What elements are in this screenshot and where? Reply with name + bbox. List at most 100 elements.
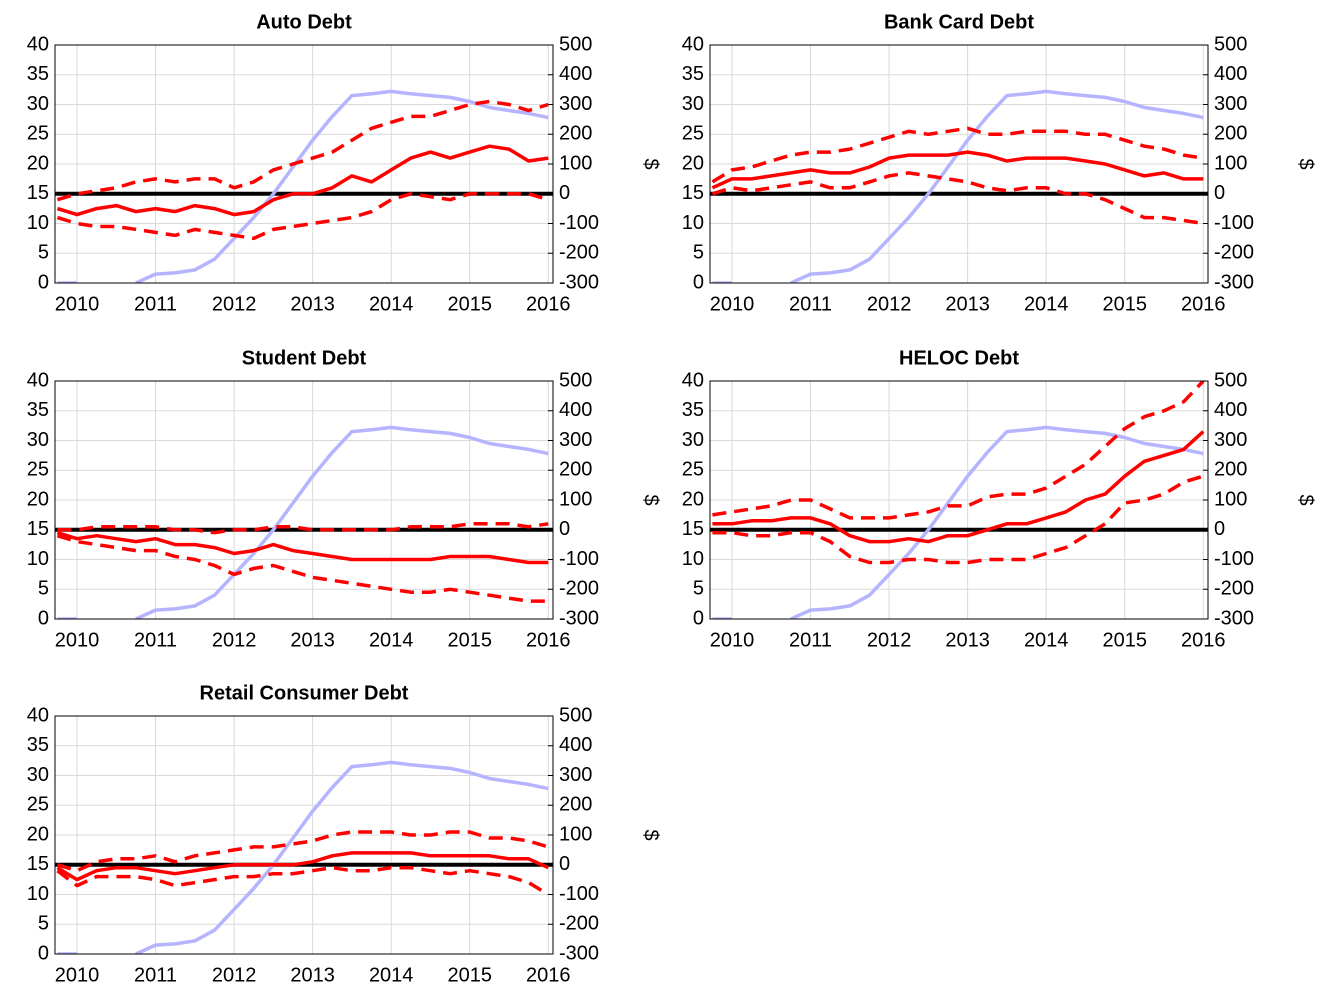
- y2-tick-label: 0: [1214, 518, 1225, 540]
- x-tick-label: 2014: [369, 293, 414, 315]
- x-tick-label: 2014: [1024, 293, 1069, 315]
- band-line: [712, 474, 1204, 565]
- y-tick-label: 30: [682, 429, 704, 451]
- x-tick-label: 2014: [1024, 629, 1069, 651]
- y-tick-label: 20: [27, 152, 49, 174]
- x-tick-label: 2011: [134, 293, 177, 315]
- y2-tick-label: 500: [559, 369, 592, 391]
- y2-tick-label: 300: [559, 93, 592, 115]
- y-tick-label: 35: [27, 63, 49, 85]
- y2-tick-label: -300: [1214, 607, 1254, 629]
- y-tick-label: 25: [27, 459, 49, 481]
- x-tick-label: 2015: [1102, 293, 1147, 315]
- y2-tick-label: -200: [1214, 578, 1254, 600]
- y2-tick-label: -200: [1214, 242, 1254, 264]
- series-line: [712, 89, 1204, 283]
- y-tick-label: 30: [27, 93, 49, 115]
- y2-tick-label: 300: [1214, 93, 1247, 115]
- y2-tick-label: 500: [1214, 33, 1247, 55]
- y-tick-label: 10: [682, 212, 704, 234]
- x-tick-label: 2014: [369, 629, 414, 651]
- x-tick-label: 2010: [710, 629, 755, 651]
- y-tick-label: 15: [27, 518, 49, 540]
- y-tick-label: 5: [38, 242, 49, 264]
- x-tick-label: 2012: [212, 629, 257, 651]
- x-tick-label: 2010: [55, 293, 100, 315]
- y-tick-label: 20: [682, 152, 704, 174]
- band-line: [56, 830, 549, 873]
- y-tick-label: 40: [682, 369, 704, 391]
- y2-tick-label: -100: [1214, 212, 1254, 234]
- y2-tick-label: 300: [559, 764, 592, 786]
- y2-tick-label: -100: [559, 548, 599, 570]
- chart-title: Retail Consumer Debt: [200, 682, 409, 704]
- y2-tick-label: -300: [559, 607, 599, 629]
- y2-tick-label: 300: [559, 429, 592, 451]
- series-line: [712, 430, 1205, 544]
- y-tick-label: 25: [682, 123, 704, 145]
- y-tick-label: 25: [27, 794, 49, 816]
- x-tick-label: 2015: [447, 964, 492, 986]
- y-tick-label: 35: [27, 734, 49, 756]
- y-tick-label: 30: [682, 93, 704, 115]
- y2-tick-label: -200: [559, 578, 599, 600]
- x-tick-label: 2012: [867, 293, 912, 315]
- y2-tick-label: 500: [559, 704, 592, 726]
- y-tick-label: 15: [682, 182, 704, 204]
- y2-axis-label: $: [640, 158, 662, 169]
- x-tick-label: 2016: [1181, 629, 1226, 651]
- band-line: [57, 522, 549, 535]
- y-tick-label: 35: [682, 399, 704, 421]
- plot-frame: [54, 44, 554, 284]
- band-line: [712, 381, 1205, 520]
- y-tick-label: 20: [27, 823, 49, 845]
- x-tick-label: 2015: [1102, 629, 1147, 651]
- y-tick-label: 15: [27, 182, 49, 204]
- y-tick-label: 0: [38, 942, 49, 964]
- plot-frame: [709, 380, 1209, 620]
- x-tick-label: 2011: [789, 293, 832, 315]
- y2-axis-label: $: [640, 494, 662, 505]
- y2-tick-label: 500: [1214, 369, 1247, 391]
- y2-tick-label: -300: [1214, 271, 1254, 293]
- y2-tick-label: 400: [559, 399, 592, 421]
- y-tick-label: 5: [38, 578, 49, 600]
- x-tick-label: 2016: [526, 964, 571, 986]
- y2-tick-label: 300: [1214, 429, 1247, 451]
- y-tick-label: 0: [693, 607, 704, 629]
- y2-tick-label: 200: [559, 459, 592, 481]
- y-tick-label: 35: [682, 63, 704, 85]
- x-tick-label: 2016: [1181, 293, 1226, 315]
- series-line: [56, 144, 549, 217]
- y-tick-label: 40: [27, 704, 49, 726]
- y-tick-label: 25: [682, 459, 704, 481]
- y2-tick-label: -200: [559, 913, 599, 935]
- x-tick-label: 2016: [526, 629, 571, 651]
- y2-tick-label: -100: [1214, 548, 1254, 570]
- x-tick-label: 2014: [369, 964, 414, 986]
- y2-tick-label: 400: [1214, 399, 1247, 421]
- y2-axis-label: $: [1295, 494, 1317, 505]
- y-tick-label: 5: [693, 242, 704, 264]
- plot-frame: [54, 380, 554, 620]
- x-tick-label: 2015: [447, 629, 492, 651]
- y-tick-label: 25: [27, 123, 49, 145]
- y-tick-label: 10: [682, 548, 704, 570]
- chart-title: HELOC Debt: [899, 347, 1019, 369]
- y-tick-label: 15: [27, 853, 49, 875]
- y2-tick-label: 500: [559, 33, 592, 55]
- x-tick-label: 2012: [867, 629, 912, 651]
- x-tick-label: 2016: [526, 293, 571, 315]
- y-tick-label: 35: [27, 399, 49, 421]
- x-tick-label: 2012: [212, 293, 257, 315]
- y-tick-label: 40: [27, 33, 49, 55]
- y2-tick-label: 100: [559, 823, 592, 845]
- series-line: [56, 851, 550, 882]
- y2-axis-label: $: [1295, 158, 1317, 169]
- y-tick-label: 5: [38, 913, 49, 935]
- y2-tick-label: -300: [559, 942, 599, 964]
- chart-title: Student Debt: [242, 347, 367, 369]
- series-line: [57, 425, 549, 619]
